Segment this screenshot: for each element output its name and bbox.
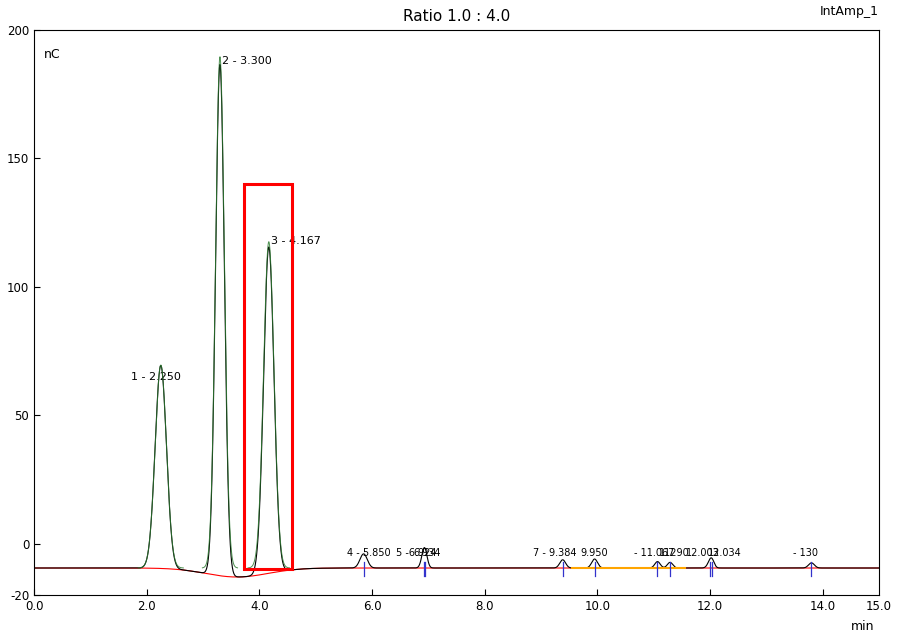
Text: 7 - 9.384: 7 - 9.384	[533, 548, 576, 558]
Text: 3 - 4.167: 3 - 4.167	[271, 236, 321, 246]
Text: 6.934: 6.934	[414, 548, 441, 558]
Text: min: min	[851, 620, 875, 633]
Text: 4 - 5.850: 4 - 5.850	[347, 548, 390, 558]
Text: 9.950: 9.950	[581, 548, 608, 558]
Text: IntAmp_1: IntAmp_1	[820, 6, 879, 18]
Text: - 11.067: - 11.067	[634, 548, 674, 558]
Text: 12.003: 12.003	[687, 548, 720, 558]
Text: 11290: 11290	[659, 548, 690, 558]
Text: 2 - 3.300: 2 - 3.300	[222, 55, 271, 66]
Text: 15.0: 15.0	[866, 600, 892, 613]
Text: - 130: - 130	[794, 548, 818, 558]
Text: 1 - 2.250: 1 - 2.250	[131, 372, 181, 382]
Text: nC: nC	[44, 48, 61, 61]
Bar	[244, 184, 292, 569]
Text: 12.034: 12.034	[708, 548, 742, 558]
Title: Ratio 1.0 : 4.0: Ratio 1.0 : 4.0	[403, 10, 510, 24]
Text: 5 -6.924: 5 -6.924	[396, 548, 436, 558]
